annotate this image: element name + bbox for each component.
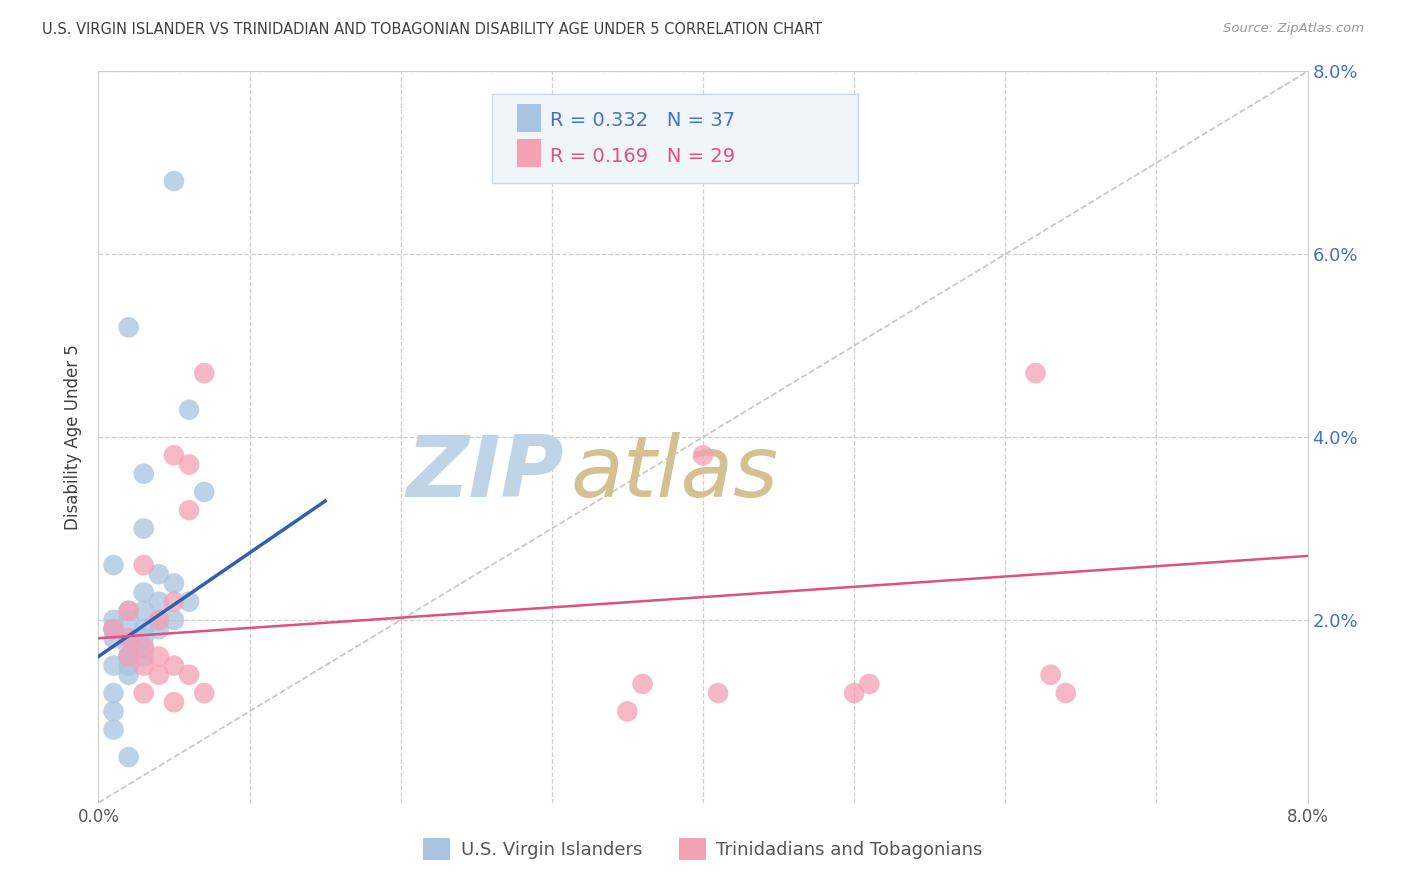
Point: [1025, 366, 1047, 380]
Point: [1039, 667, 1062, 681]
Point: [103, 558, 125, 573]
Point: [148, 595, 170, 609]
Point: [132, 658, 155, 673]
Point: [163, 576, 186, 591]
Point: [118, 658, 141, 673]
Point: [179, 595, 201, 609]
Point: [118, 632, 141, 646]
Point: [118, 604, 141, 618]
Point: [132, 604, 155, 618]
Point: [103, 613, 125, 627]
Point: [163, 613, 186, 627]
Point: [103, 622, 125, 636]
Point: [132, 585, 155, 599]
Point: [163, 174, 186, 188]
Point: [132, 467, 155, 481]
Point: [148, 622, 170, 636]
Point: [179, 667, 201, 681]
Point: [148, 613, 170, 627]
Point: [118, 604, 141, 618]
Point: [132, 622, 155, 636]
Point: [103, 705, 125, 719]
Point: [163, 449, 186, 463]
Point: [179, 503, 201, 517]
Point: [193, 366, 215, 380]
Point: [103, 723, 125, 737]
Point: [132, 640, 155, 655]
Point: [103, 658, 125, 673]
Point: [631, 677, 654, 691]
Y-axis label: Disability Age Under 5: Disability Age Under 5: [65, 344, 83, 530]
Point: [132, 558, 155, 573]
Point: [118, 320, 141, 334]
Text: Source: ZipAtlas.com: Source: ZipAtlas.com: [1223, 22, 1364, 36]
Text: R = 0.169   N = 29: R = 0.169 N = 29: [550, 147, 735, 166]
Point: [179, 402, 201, 417]
Point: [844, 686, 866, 700]
Point: [132, 640, 155, 655]
Point: [148, 613, 170, 627]
Point: [163, 595, 186, 609]
Text: ZIP: ZIP: [406, 432, 564, 516]
Point: [148, 567, 170, 582]
Point: [858, 677, 880, 691]
Point: [118, 632, 141, 646]
Point: [707, 686, 730, 700]
Point: [148, 667, 170, 681]
Point: [118, 649, 141, 664]
Legend: U.S. Virgin Islanders, Trinidadians and Tobagonians: U.S. Virgin Islanders, Trinidadians and …: [416, 830, 990, 867]
Point: [103, 622, 125, 636]
Point: [179, 458, 201, 472]
Point: [103, 686, 125, 700]
Point: [118, 667, 141, 681]
Point: [163, 695, 186, 709]
Point: [692, 449, 714, 463]
Point: [1054, 686, 1077, 700]
Point: [118, 640, 141, 655]
Text: U.S. VIRGIN ISLANDER VS TRINIDADIAN AND TOBAGONIAN DISABILITY AGE UNDER 5 CORREL: U.S. VIRGIN ISLANDER VS TRINIDADIAN AND …: [42, 22, 823, 37]
Point: [163, 658, 186, 673]
Point: [118, 613, 141, 627]
Text: atlas: atlas: [569, 432, 778, 516]
Point: [118, 750, 141, 764]
Point: [193, 485, 215, 500]
Point: [132, 649, 155, 664]
Text: R = 0.332   N = 37: R = 0.332 N = 37: [550, 112, 735, 130]
Point: [132, 521, 155, 535]
Point: [132, 686, 155, 700]
Point: [103, 632, 125, 646]
Point: [616, 705, 638, 719]
Point: [148, 649, 170, 664]
Point: [103, 622, 125, 636]
Point: [193, 686, 215, 700]
Point: [132, 632, 155, 646]
Point: [118, 649, 141, 664]
Point: [118, 649, 141, 664]
